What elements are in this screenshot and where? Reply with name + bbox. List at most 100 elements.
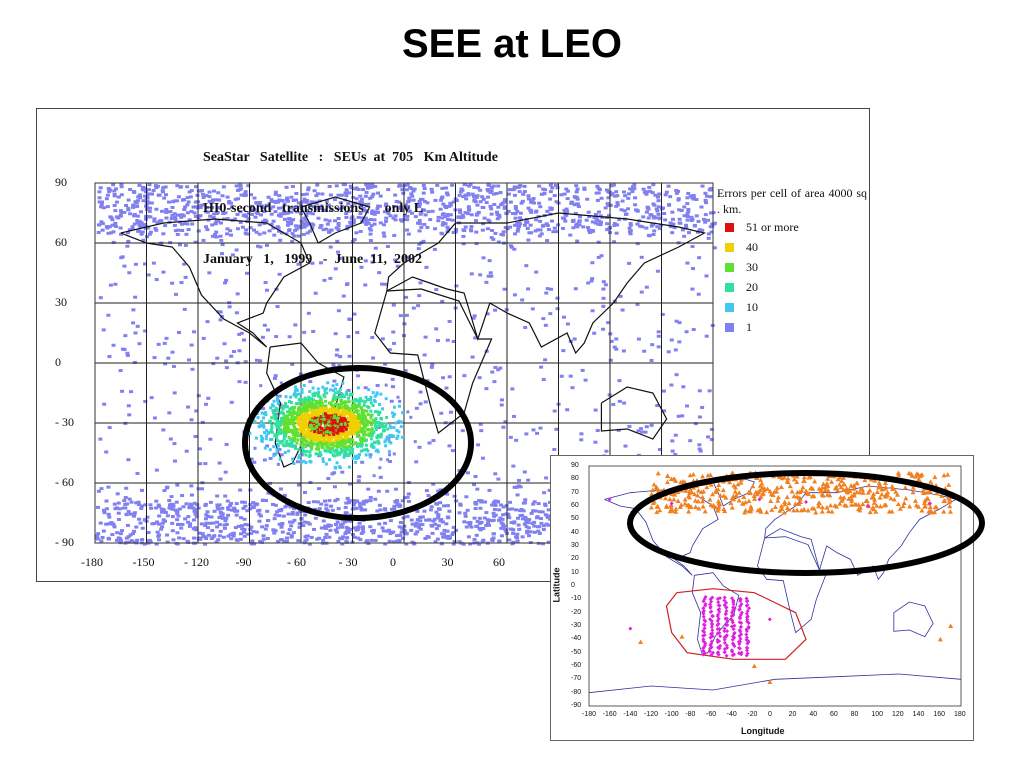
error-cell-1 — [640, 225, 645, 229]
error-cell-1 — [271, 493, 276, 497]
error-cell-1 — [101, 529, 106, 533]
error-cell-1 — [669, 383, 674, 387]
error-cell-1 — [157, 514, 162, 518]
error-cell-1 — [399, 205, 404, 209]
saa-error-cell — [353, 421, 357, 425]
error-cell-1 — [441, 532, 446, 536]
error-cell-1 — [360, 460, 365, 464]
y-tick-label: - 30 — [55, 415, 74, 429]
error-cell-1 — [183, 243, 188, 247]
error-cell-1 — [482, 516, 487, 520]
error-cell-1 — [187, 358, 192, 362]
saa-error-cell — [323, 449, 327, 453]
saa-error-cell — [259, 384, 263, 388]
error-cell-1 — [324, 507, 329, 511]
error-cell-1 — [685, 215, 690, 219]
y-tick-label: 30 — [55, 295, 67, 309]
saa-error-cell — [304, 453, 308, 457]
error-cell-1 — [643, 430, 648, 434]
error-cell-1 — [516, 523, 521, 527]
error-cell-1 — [351, 195, 356, 199]
error-cell-1 — [308, 204, 313, 208]
error-cell-1 — [236, 524, 241, 528]
error-cell-1 — [463, 514, 468, 518]
error-cell-1 — [221, 535, 226, 539]
error-cell-1 — [311, 329, 316, 333]
saa-error-cell — [384, 422, 388, 426]
error-cell-1 — [541, 528, 546, 532]
error-cell-1 — [404, 255, 409, 259]
error-cell-1 — [440, 195, 445, 199]
error-cell-1 — [277, 229, 282, 233]
error-cell-1 — [366, 221, 371, 225]
saa-error-cell — [299, 443, 303, 447]
saa-error-cell — [260, 420, 264, 424]
saa-error-cell — [370, 442, 374, 446]
saa-error-cell — [331, 396, 335, 400]
saa-error-cell — [378, 402, 382, 406]
error-cell-1 — [96, 230, 101, 234]
error-cell-1 — [176, 195, 181, 199]
error-cell-1 — [249, 204, 254, 208]
saa-error-cell — [353, 454, 357, 458]
error-cell-1 — [276, 206, 281, 210]
saa-error-cell — [346, 416, 350, 420]
error-cell-1 — [570, 219, 575, 223]
error-cell-1 — [532, 201, 537, 205]
upset-triangle — [678, 487, 684, 493]
error-cell-1 — [119, 183, 124, 187]
error-cell-1 — [291, 531, 296, 535]
error-cell-1 — [232, 507, 237, 511]
saa-error-cell — [305, 449, 309, 453]
error-cell-1 — [336, 539, 341, 543]
error-cell-1 — [292, 234, 297, 238]
error-cell-1 — [371, 192, 376, 196]
saa-error-cell — [324, 399, 328, 403]
saa-error-cell — [271, 404, 275, 408]
error-cell-1 — [327, 535, 332, 539]
error-cell-1 — [131, 203, 136, 207]
saa-error-cell — [379, 392, 383, 396]
error-cell-1 — [422, 222, 427, 226]
saa-error-cell — [381, 407, 385, 411]
error-cell-1 — [632, 183, 637, 187]
error-cell-1 — [670, 231, 675, 235]
error-cell-1 — [662, 409, 667, 413]
error-cell-1 — [317, 199, 322, 203]
error-cell-1 — [188, 522, 193, 526]
error-cell-1 — [295, 460, 300, 464]
saa-error-cell — [300, 407, 304, 411]
error-cell-1 — [685, 196, 690, 200]
error-cell-1 — [577, 223, 582, 227]
saa-error-cell — [317, 452, 321, 456]
error-cell-1 — [253, 502, 258, 506]
error-cell-1 — [211, 362, 216, 366]
error-cell-1 — [552, 226, 557, 230]
error-cell-1 — [167, 503, 172, 507]
error-cell-1 — [706, 218, 711, 222]
error-cell-1 — [328, 228, 333, 232]
error-cell-1 — [183, 222, 188, 226]
error-cell-1 — [101, 508, 106, 512]
error-cell-1 — [308, 229, 313, 233]
error-cell-1 — [447, 509, 452, 513]
error-cell-1 — [411, 198, 416, 202]
error-cell-1 — [133, 262, 138, 266]
error-cell-1 — [160, 521, 165, 525]
error-cell-1 — [443, 204, 448, 208]
error-cell-1 — [217, 503, 222, 507]
error-cell-1 — [358, 204, 363, 208]
error-cell-1 — [265, 536, 270, 540]
error-cell-1 — [405, 183, 410, 187]
error-cell-1 — [161, 232, 166, 236]
saa-error-cell — [388, 424, 392, 428]
upset-triangle — [946, 490, 952, 496]
saa-error-cell — [325, 414, 329, 418]
error-cell-1 — [521, 192, 526, 196]
error-cell-1 — [184, 232, 189, 236]
error-cell-1 — [230, 253, 235, 257]
error-cell-1 — [235, 292, 240, 296]
error-cell-1 — [443, 215, 448, 219]
saa-error-cell — [265, 399, 269, 403]
error-cell-1 — [249, 208, 254, 212]
